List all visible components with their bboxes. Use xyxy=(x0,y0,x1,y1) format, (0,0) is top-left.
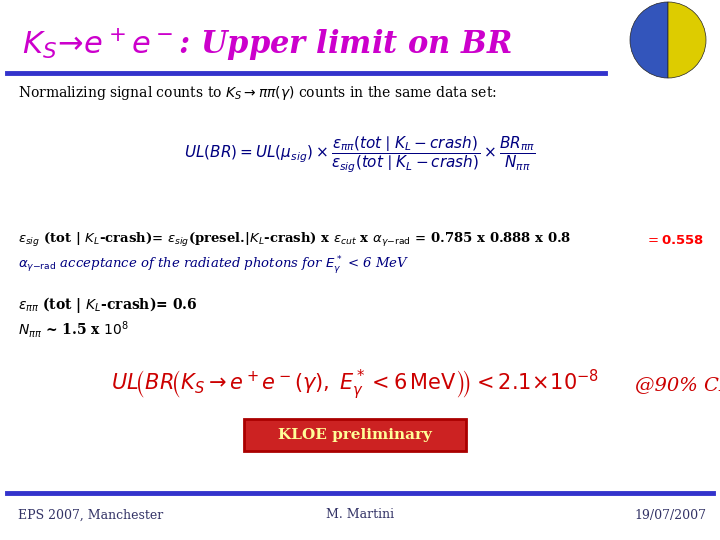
Text: $\alpha_{\gamma\mathrm{-rad}}$ acceptance of the radiated photons for $E^*_{\gam: $\alpha_{\gamma\mathrm{-rad}}$ acceptanc… xyxy=(18,254,410,276)
Text: $\varepsilon_{\pi\pi}$ (tot | $K_L$-crash)= 0.6: $\varepsilon_{\pi\pi}$ (tot | $K_L$-cras… xyxy=(18,295,197,315)
Text: EPS 2007, Manchester: EPS 2007, Manchester xyxy=(18,509,163,522)
Text: $UL\!\left(BR\!\left(K_S \rightarrow e^+e^-(\gamma),\; E^*_\gamma < 6\,\mathrm{M: $UL\!\left(BR\!\left(K_S \rightarrow e^+… xyxy=(111,368,599,402)
Text: $= \mathbf{0.558}$: $= \mathbf{0.558}$ xyxy=(645,233,704,246)
Text: KLOE preliminary: KLOE preliminary xyxy=(278,428,432,442)
Text: $\varepsilon_{sig}$ (tot | $K_L$-crash)= $\varepsilon_{sig}$(presel.|$K_L$-crash: $\varepsilon_{sig}$ (tot | $K_L$-crash)=… xyxy=(18,231,571,249)
Text: $K_S\!\rightarrow\!e^+e^-$: Upper limit on BR: $K_S\!\rightarrow\!e^+e^-$: Upper limit … xyxy=(22,27,512,63)
Text: Normalizing signal counts to $K_S \rightarrow \pi\pi(\gamma)$ counts in the same: Normalizing signal counts to $K_S \right… xyxy=(18,84,497,102)
Text: $UL\left(BR\right) = UL\left(\mu_{sig}\right) \times \dfrac{\varepsilon_{\pi\pi}: $UL\left(BR\right) = UL\left(\mu_{sig}\r… xyxy=(184,135,536,175)
Text: M. Martini: M. Martini xyxy=(326,509,394,522)
Text: $N_{\pi\pi}$ ~ 1.5 x $10^8$: $N_{\pi\pi}$ ~ 1.5 x $10^8$ xyxy=(18,320,129,341)
Wedge shape xyxy=(630,2,668,78)
Wedge shape xyxy=(668,2,706,78)
Text: 19/07/2007: 19/07/2007 xyxy=(634,509,706,522)
Text: @90% CL: @90% CL xyxy=(635,376,720,394)
FancyBboxPatch shape xyxy=(244,419,466,451)
